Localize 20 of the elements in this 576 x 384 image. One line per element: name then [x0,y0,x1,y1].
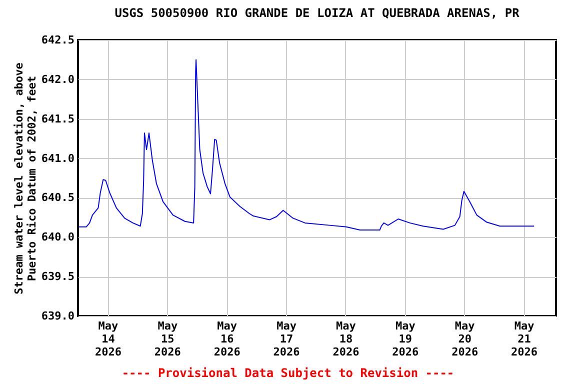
y-tick-label: 639.0 [41,310,74,322]
chart-title: USGS 50050900 RIO GRANDE DE LOIZA AT QUEBRADA ARENAS, PR [114,6,520,20]
y-tick-label: 640.0 [41,230,74,244]
y-tick-label: 639.5 [41,270,74,284]
x-tick-label: May 21 2026 [511,320,538,358]
x-tick-label: May 18 2026 [332,320,360,358]
x-tick-label: May 19 2026 [392,320,420,358]
x-tick-label: May 15 2026 [154,320,182,358]
x-tick-label: May 16 2026 [214,320,241,358]
x-tick-label: May 20 2026 [452,320,478,358]
x-tick-label: May 17 2026 [273,320,300,358]
line-series [78,59,535,231]
y-tick-label: 641.5 [41,112,74,126]
x-tick-label: May 14 2026 [94,320,122,358]
y-axis-title: Stream water level elevation, above Puerto Rico Datum of 2002, feet [12,62,38,294]
y-tick-label: 642.5 [41,34,74,46]
y-tick-label: 640.5 [41,191,74,204]
y-tick-label: 641.0 [41,152,74,165]
y-tick-label: 642.0 [41,72,74,86]
text: ---- Provisional Data Subject to Revision ---- [120,366,456,380]
